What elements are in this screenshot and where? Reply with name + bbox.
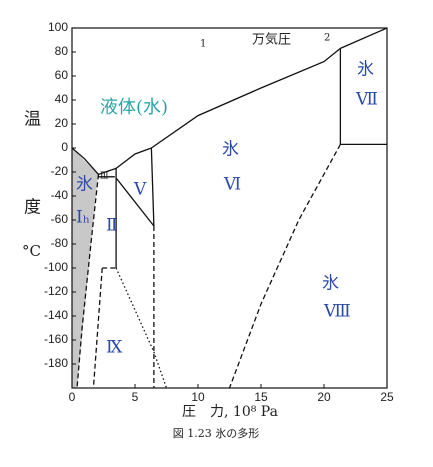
y-tick-label: -100 (44, 260, 68, 274)
x-axis-label: 圧 力, 10⁸ Pa (182, 404, 278, 420)
caption: 図 1.23 氷の多形 (173, 426, 260, 440)
x-tick-label: 25 (380, 390, 394, 404)
top-axis-mark: 1 (200, 39, 206, 50)
region-label: Ⅴ (133, 180, 147, 200)
region-label: Ⅷ (323, 302, 351, 322)
phase-boundary (76, 174, 100, 389)
phase-boundary (150, 147, 155, 227)
top-axis-label: 万気圧 (252, 32, 291, 48)
y-tick-label: 0 (61, 140, 68, 154)
x-tick-label: 15 (254, 390, 268, 404)
y-tick-label: 60 (55, 68, 69, 82)
region-label: 氷 (76, 175, 93, 195)
y-axis-label: 度 (24, 198, 41, 218)
region-label: 氷 (357, 60, 374, 80)
x-tick-label: 5 (132, 390, 139, 404)
phase-boundary (92, 267, 103, 389)
region-label: Ⅵ (223, 175, 241, 195)
y-tick-label: 80 (55, 44, 69, 58)
region-label: 氷 (322, 274, 339, 294)
region-label: Ⅱ (106, 216, 118, 236)
region-label: Ⅶ (355, 90, 378, 110)
y-tick-label: -160 (44, 332, 68, 346)
region-label: Iₕ (76, 208, 90, 228)
top-axis-mark: 2 (324, 33, 330, 44)
phase-boundary (340, 27, 388, 49)
y-tick-label: -80 (51, 236, 69, 250)
phase-boundary (115, 267, 168, 389)
phase-boundary (98, 167, 117, 176)
y-tick-label: -40 (51, 188, 69, 202)
y-tick-label: 100 (48, 20, 68, 34)
ice-ih-shading (72, 148, 98, 388)
phase-boundary (151, 47, 341, 149)
y-axis-label: 温 (24, 110, 41, 130)
y-tick-label: -140 (44, 308, 68, 322)
x-tick-label: 10 (191, 390, 205, 404)
region-label: 氷 (222, 140, 239, 160)
region-label: Ⅸ (106, 338, 123, 358)
region-label: 液体(水) (100, 97, 168, 118)
y-tick-label: -20 (51, 164, 69, 178)
y-tick-label: -180 (44, 356, 68, 370)
phase-boundary (115, 177, 155, 227)
y-tick-label: -60 (51, 212, 69, 226)
x-tick-label: 20 (317, 390, 331, 404)
y-tick-label: -120 (44, 284, 68, 298)
x-tick-label: 0 (69, 390, 76, 404)
y-tick-label: 40 (55, 92, 69, 106)
phase-boundary (115, 147, 152, 169)
phase-boundary (71, 147, 99, 175)
y-tick-label: 20 (55, 116, 69, 130)
phase-boundary (228, 144, 341, 389)
y-axis-label: °C (22, 242, 41, 260)
